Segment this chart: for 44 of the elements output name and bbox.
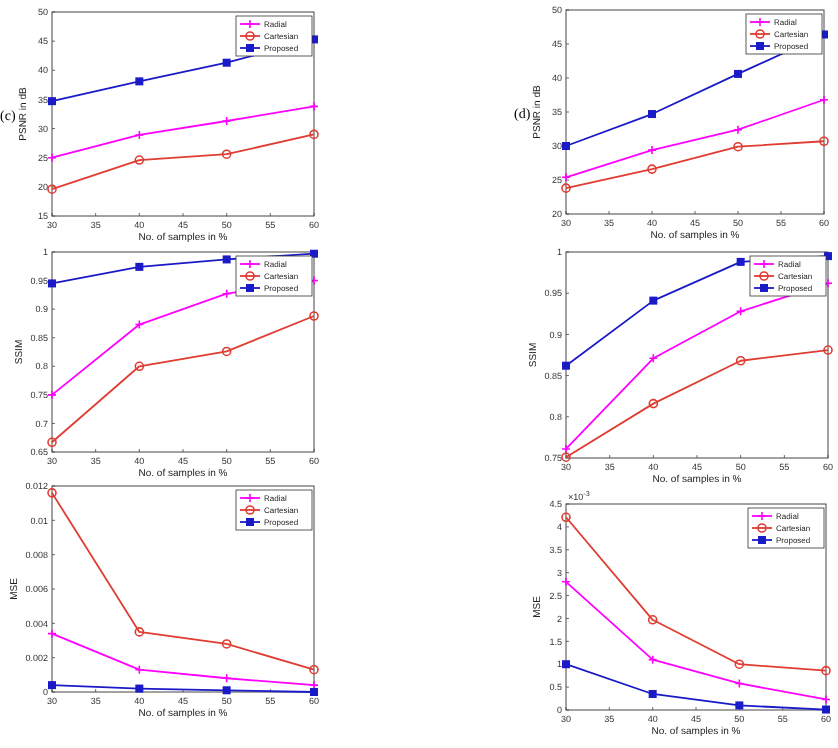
- line-series: [561, 512, 831, 676]
- point: [47, 184, 57, 194]
- point: [221, 149, 232, 160]
- point: [735, 701, 744, 710]
- line-series: [47, 488, 319, 675]
- point: [48, 97, 56, 106]
- line-series: [561, 345, 833, 462]
- point: [823, 345, 833, 355]
- point: [561, 512, 571, 523]
- line-series: [561, 136, 829, 193]
- point: [135, 262, 144, 271]
- point: [134, 155, 145, 165]
- point: [221, 639, 232, 649]
- point: [819, 136, 829, 147]
- point: [309, 129, 319, 140]
- point: [647, 615, 658, 625]
- point: [309, 311, 319, 321]
- point: [734, 659, 745, 670]
- point: [648, 110, 656, 119]
- point: [48, 279, 56, 288]
- point: [222, 255, 231, 264]
- point: [222, 58, 231, 67]
- point: [47, 488, 57, 498]
- point: [648, 398, 659, 409]
- point: [48, 681, 56, 690]
- point: [821, 665, 831, 676]
- point: [649, 296, 658, 305]
- point: [648, 689, 657, 698]
- point: [647, 145, 657, 155]
- line-series: [47, 129, 319, 194]
- point: [735, 355, 746, 366]
- point: [647, 164, 657, 174]
- point: [309, 664, 319, 675]
- point: [134, 627, 145, 637]
- point: [736, 257, 745, 266]
- point: [135, 77, 144, 86]
- point: [134, 361, 145, 372]
- point: [561, 183, 571, 193]
- point: [733, 141, 743, 152]
- point: [47, 437, 57, 448]
- point: [734, 69, 742, 78]
- point: [221, 346, 232, 357]
- line-series: [47, 311, 319, 448]
- point: [562, 361, 570, 370]
